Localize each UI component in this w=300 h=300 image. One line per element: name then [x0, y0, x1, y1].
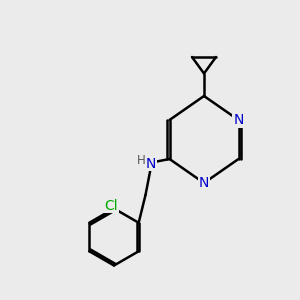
Text: N: N	[199, 176, 209, 190]
Text: N: N	[146, 157, 156, 170]
Text: N: N	[233, 113, 244, 127]
Text: Cl: Cl	[104, 199, 118, 212]
Text: H: H	[136, 154, 146, 167]
